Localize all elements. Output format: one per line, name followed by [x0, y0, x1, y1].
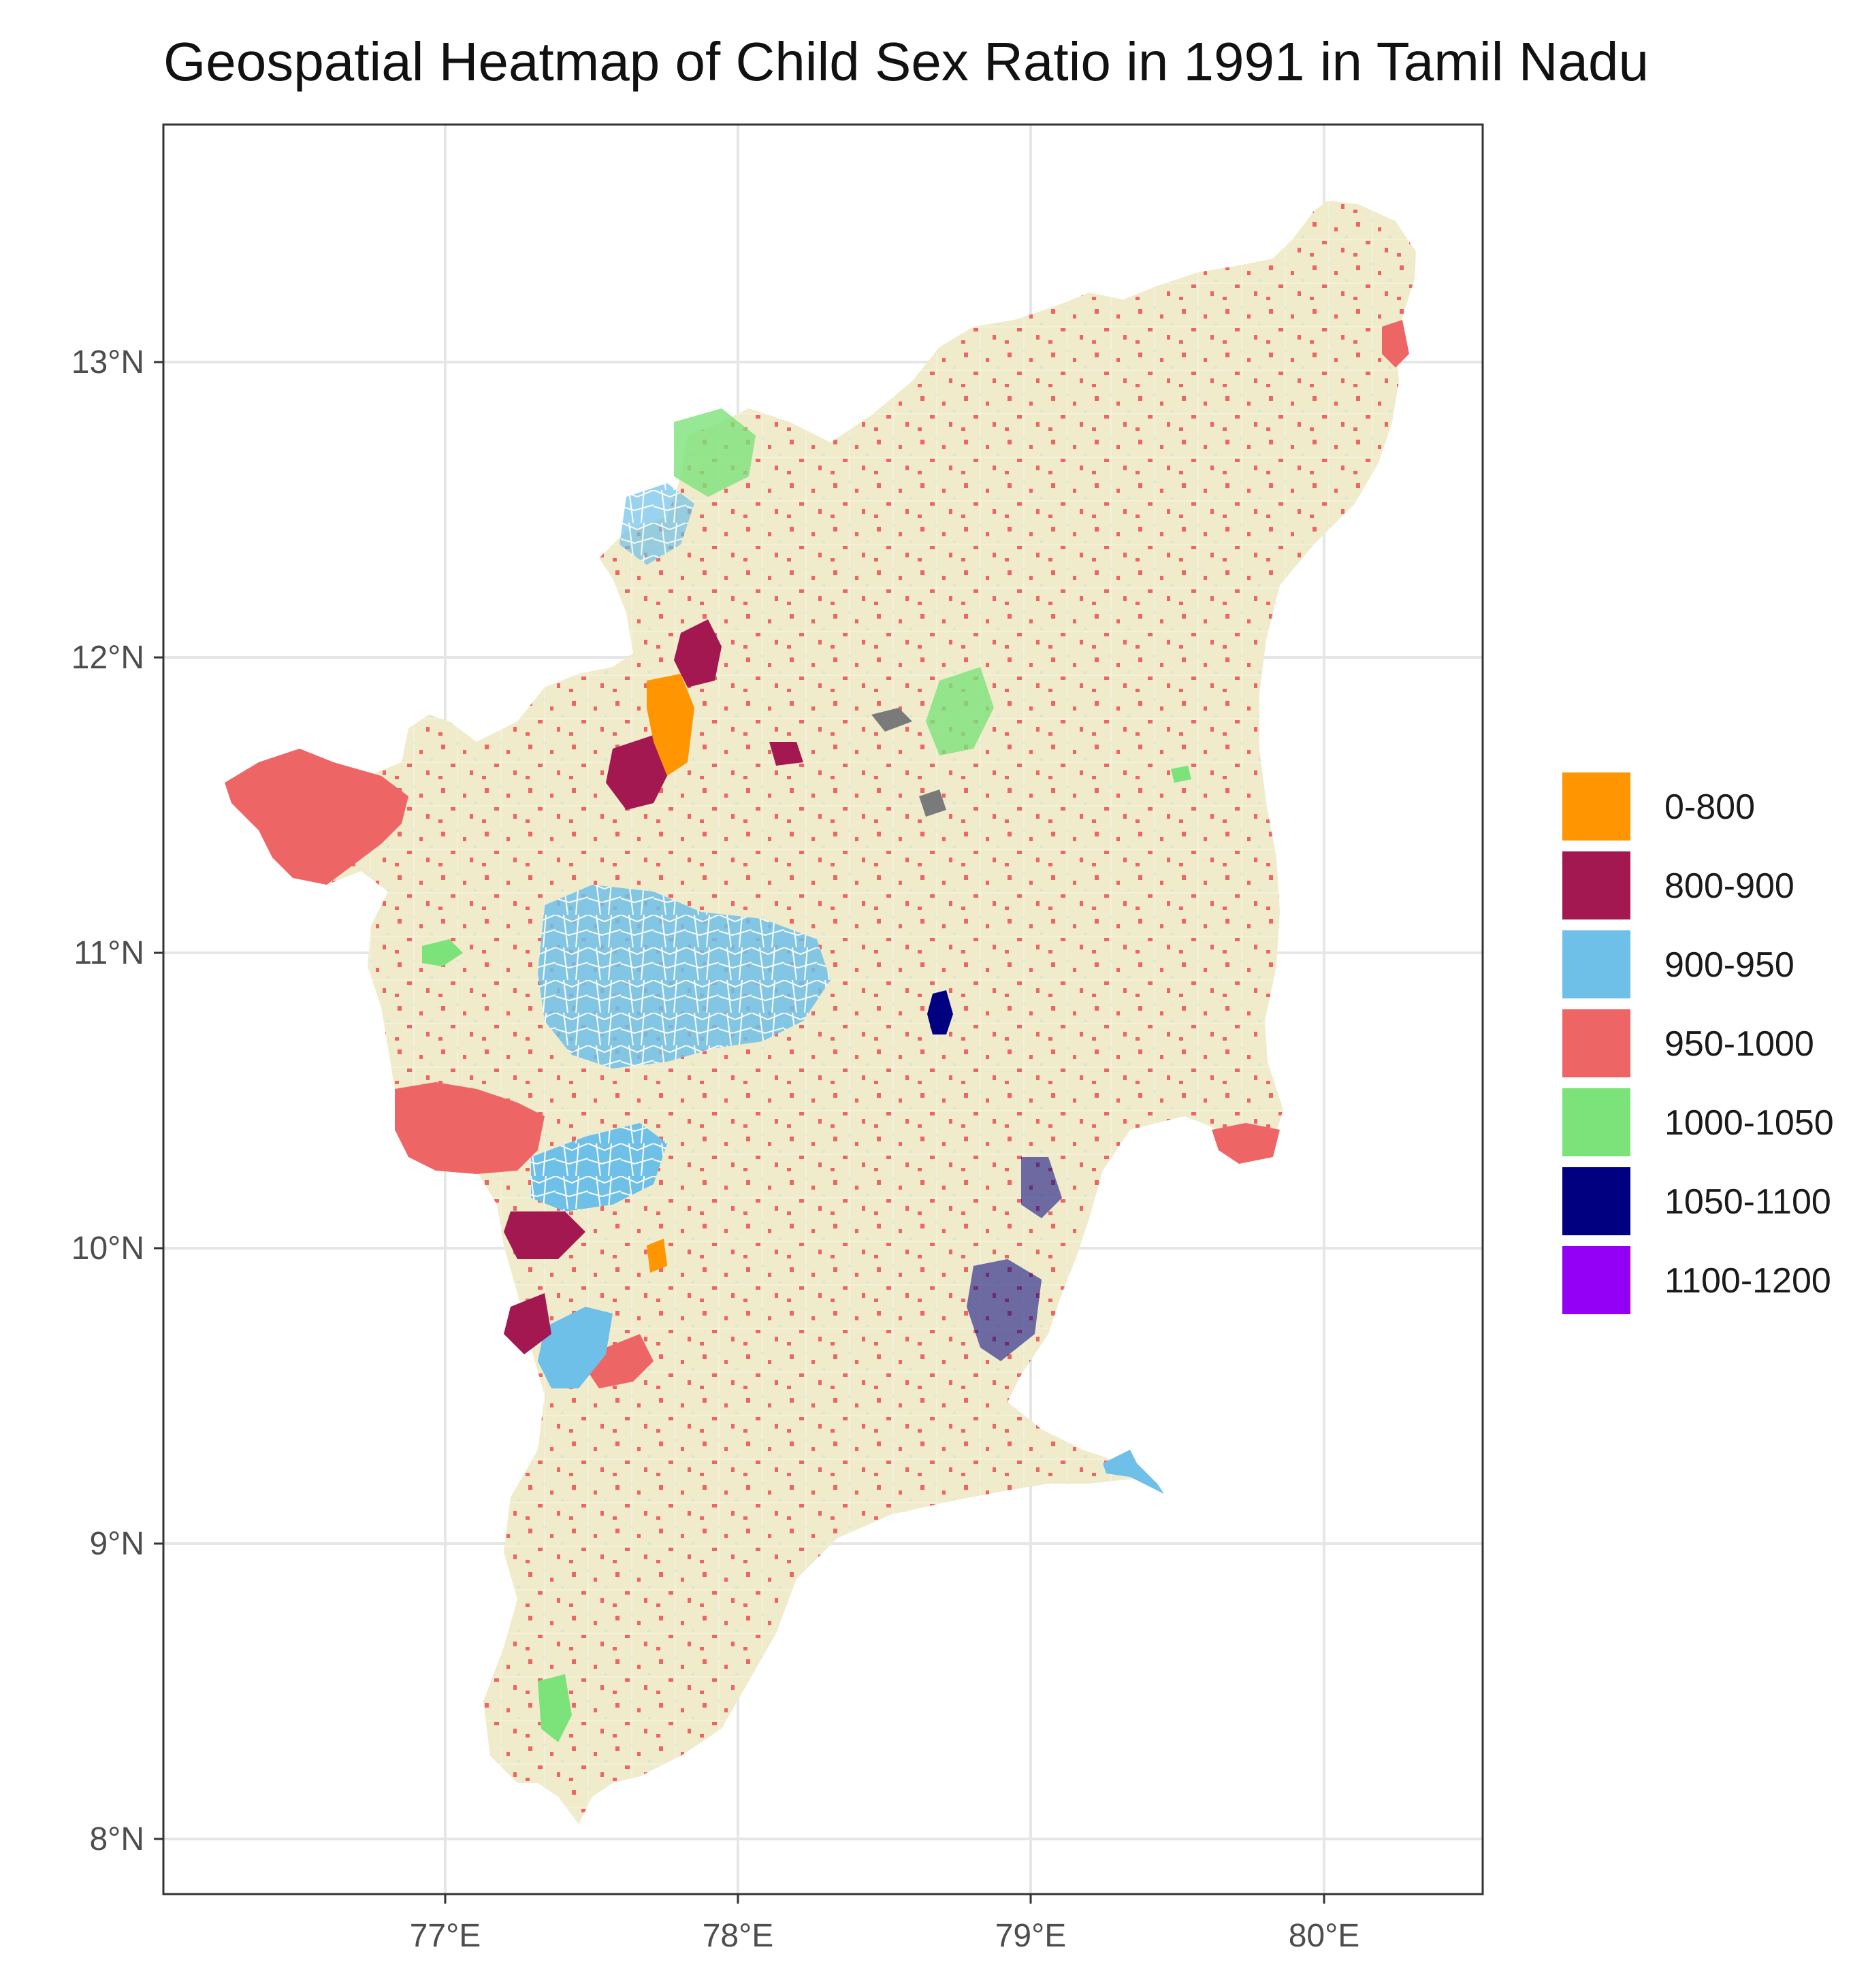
region-950-1000-west	[225, 749, 408, 885]
y-tick-label-13N: 13°N	[71, 344, 144, 380]
x-tick-label-78E: 78°E	[703, 1918, 774, 1954]
region-900-950-southern	[538, 1307, 613, 1388]
y-tick-label-8N: 8°N	[89, 1821, 144, 1857]
x-axis: 77°E 78°E 79°E 80°E	[410, 1894, 1360, 1954]
region-800-900-mid	[769, 742, 803, 766]
legend-label-1050-1100: 1050-1100	[1664, 1182, 1831, 1222]
region-950-1000-east-coast	[1212, 1123, 1280, 1164]
legend-swatch-950-1000	[1562, 1009, 1630, 1077]
region-900-950-pamban	[1103, 1450, 1164, 1494]
region-900-950-south-west	[531, 1123, 667, 1211]
region-1050-1100-delta-2	[967, 1259, 1042, 1361]
x-tick-label-79E: 79°E	[995, 1918, 1067, 1954]
y-tick-label-10N: 10°N	[71, 1231, 144, 1267]
region-900-950-north-west	[619, 483, 694, 565]
region-1000-1050-south-tip	[538, 1674, 572, 1742]
legend-swatch-0-800	[1562, 772, 1630, 841]
legend-swatch-900-950	[1562, 930, 1630, 998]
region-1050-1100-delta	[1021, 1157, 1062, 1218]
x-tick-label-77E: 77°E	[410, 1918, 481, 1954]
region-0-800-north	[647, 674, 694, 776]
legend-swatch-1100-1200	[1562, 1246, 1630, 1314]
plot-panel-border	[162, 123, 1484, 1895]
legend-label-1000-1050: 1000-1050	[1664, 1103, 1834, 1143]
y-tick-label-9N: 9°N	[89, 1526, 144, 1562]
region-1050-1100-central	[927, 990, 953, 1034]
legend: 0-800 800-900 900-950 950-1000 1000-1050…	[1562, 772, 1834, 1314]
legend-swatch-800-900	[1562, 851, 1630, 919]
legend-label-1100-1200: 1100-1200	[1664, 1261, 1831, 1301]
x-tick-label-80E: 80°E	[1289, 1918, 1360, 1954]
region-1000-1050-central	[926, 667, 994, 755]
legend-label-800-900: 800-900	[1664, 866, 1794, 906]
region-950-1000-south-west	[585, 1334, 654, 1388]
legend-swatch-1050-1100	[1562, 1167, 1630, 1235]
region-950-1000-north-east	[1382, 320, 1409, 368]
region-800-900-north-2	[606, 735, 674, 810]
map-title: Geospatial Heatmap of Child Sex Ratio in…	[163, 31, 1649, 92]
region-950-1000-palakkad	[395, 1082, 545, 1174]
region-0-800-south	[647, 1239, 667, 1273]
region-800-900-south-2	[504, 1293, 551, 1354]
region-1000-1050-west	[422, 939, 463, 966]
y-tick-label-12N: 12°N	[71, 640, 144, 676]
region-overlays	[225, 320, 1409, 1742]
region-missing-central	[871, 708, 912, 732]
region-missing-central-2	[919, 789, 946, 817]
region-800-900-north	[674, 619, 722, 687]
y-axis: 13°N 12°N 11°N 10°N 9°N 8°N	[71, 344, 163, 1857]
legend-swatch-1000-1050	[1562, 1088, 1630, 1156]
region-1000-1050-north	[674, 408, 756, 497]
y-tick-label-11N: 11°N	[74, 935, 144, 971]
region-1000-1050-east	[1171, 766, 1191, 783]
legend-label-900-950: 900-950	[1664, 945, 1794, 985]
legend-label-950-1000: 950-1000	[1664, 1024, 1814, 1064]
tamil-nadu-shape	[226, 201, 1416, 1824]
legend-label-0-800: 0-800	[1664, 787, 1755, 827]
region-900-950-central	[538, 885, 831, 1069]
region-800-900-south	[504, 1211, 585, 1259]
